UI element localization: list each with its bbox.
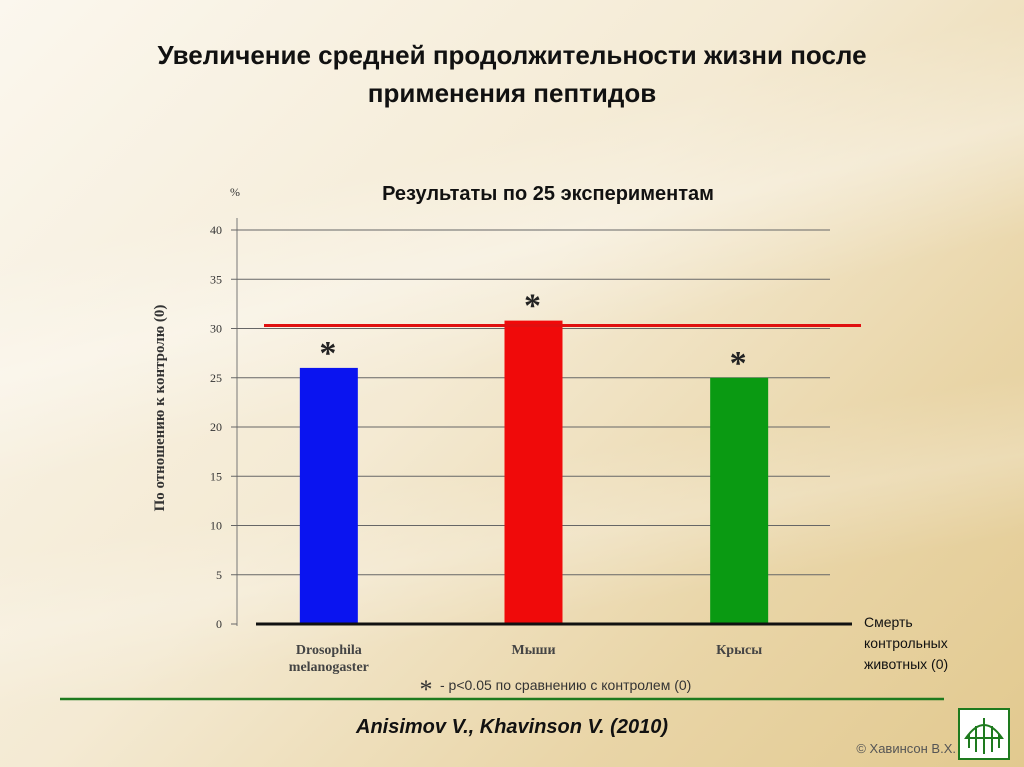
y-tick-label: 15 [210, 469, 222, 483]
copyright: © Хавинсон В.Х. [856, 741, 956, 756]
y-unit-label: % [230, 185, 240, 199]
bars: * * * [299, 288, 769, 624]
footnote-text: - p<0.05 по сравнению с контролем (0) [440, 677, 691, 693]
significance-star: * [730, 345, 747, 382]
y-tick-label: 35 [210, 272, 222, 286]
bar [299, 367, 358, 624]
y-axis-label: По отношению к контролю (0) [152, 305, 168, 512]
y-tick-labels: 0 5 10 15 20 25 30 35 40 [210, 223, 222, 631]
x-tick-label: Drosophila melanogaster [289, 643, 369, 675]
significance-star: * [319, 335, 336, 372]
bar [504, 320, 563, 624]
x-tick-label: Мыши [511, 643, 555, 658]
y-tick-label: 30 [210, 322, 222, 336]
y-tick-label: 10 [210, 519, 222, 533]
slide-title-line1: Увеличение средней продолжительности жиз… [157, 40, 867, 70]
y-tick-label: 0 [216, 617, 222, 631]
baseline-label: Смерть контрольных животных (0) [864, 614, 948, 672]
y-tick-label: 40 [210, 223, 222, 237]
leaf-logo-icon [958, 708, 1010, 760]
y-tick-label: 5 [216, 568, 222, 582]
footnote-star: * [420, 675, 433, 704]
x-tick-label: Крысы [716, 643, 762, 658]
x-tick-labels: Drosophila melanogaster Мыши Крысы [289, 643, 762, 675]
chart-title: Результаты по 25 экспериментам [382, 183, 714, 205]
bar [710, 377, 769, 624]
significance-star: * [524, 288, 541, 325]
y-tick-label: 25 [210, 371, 222, 385]
baseline-label-text: Смерть контрольных животных (0) [864, 614, 948, 672]
slide-title: Увеличение средней продолжительности жиз… [40, 36, 984, 112]
y-tick-label: 20 [210, 420, 222, 434]
citation: Anisimov V., Khavinson V. (2010) [356, 716, 668, 738]
slide-title-line2: применения пептидов [367, 78, 657, 108]
